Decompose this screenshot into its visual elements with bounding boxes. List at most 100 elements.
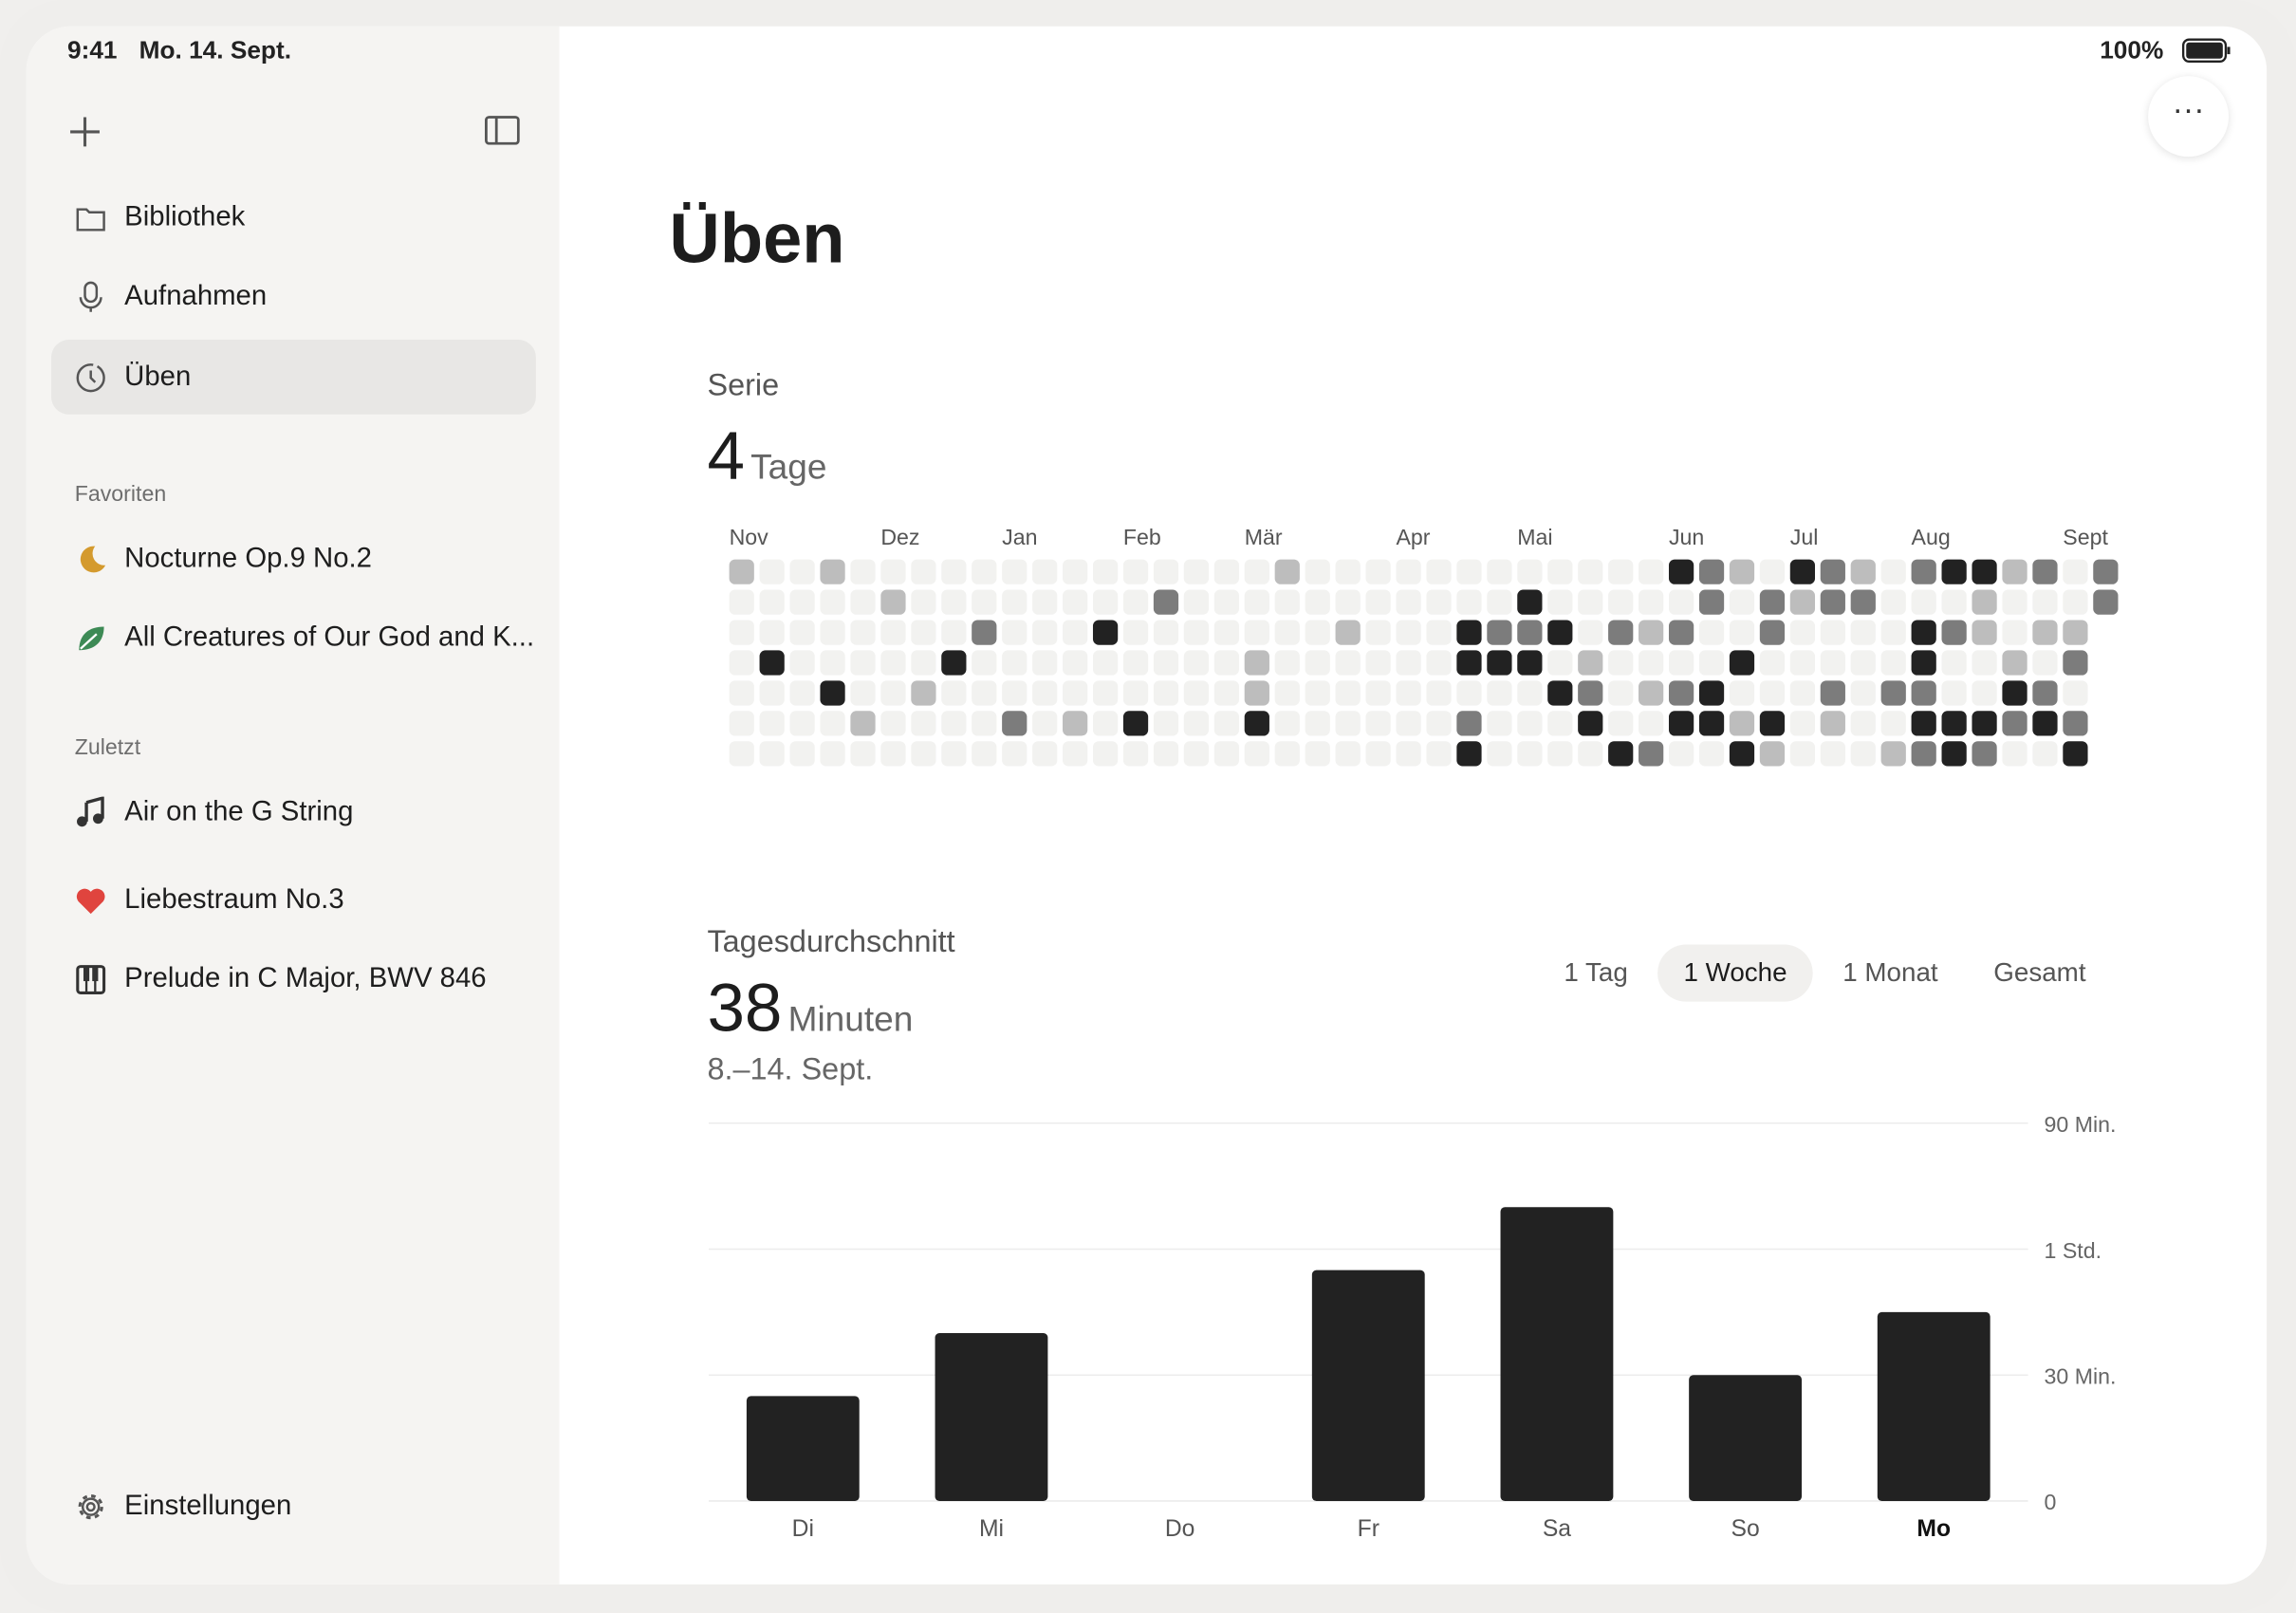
heat-cell <box>1426 559 1452 584</box>
heat-cell <box>1153 741 1179 767</box>
heat-cell <box>1274 589 1300 615</box>
heat-cell <box>1578 589 1603 615</box>
heat-cell <box>1335 711 1361 736</box>
heat-cell <box>1972 741 1997 767</box>
heat-cell <box>820 711 845 736</box>
heat-cell <box>820 680 845 706</box>
heat-cell <box>1880 650 1906 676</box>
heat-cell <box>1547 650 1573 676</box>
list-item[interactable]: Liebestraum No.3 <box>75 884 344 917</box>
heat-cell <box>941 589 967 615</box>
heat-cell <box>972 589 997 615</box>
heat-cell <box>1244 589 1269 615</box>
heat-cell <box>1487 559 1512 584</box>
bar <box>1689 1375 1803 1501</box>
heat-cell <box>820 559 845 584</box>
heat-cell <box>1698 680 1725 706</box>
heat-cell <box>972 620 997 645</box>
heat-cell <box>1396 650 1421 676</box>
segment[interactable]: 1 Monat <box>1842 957 1938 988</box>
heat-cell <box>1668 559 1694 584</box>
list-item[interactable]: Air on the G String <box>75 796 353 829</box>
heat-cell <box>1487 741 1512 767</box>
heat-cell <box>2032 741 2058 767</box>
heat-cell <box>1092 741 1119 767</box>
heat-cell <box>1880 711 1906 736</box>
heat-cell <box>1122 711 1149 736</box>
heat-cell <box>1032 559 1058 584</box>
nav-item[interactable]: Aufnahmen <box>51 259 536 334</box>
list-item[interactable]: Prelude in C Major, BWV 846 <box>75 964 487 996</box>
heat-cell <box>1850 559 1876 584</box>
nav-item[interactable]: Bibliothek <box>51 180 536 255</box>
heat-cell <box>1911 711 1936 736</box>
heat-cell <box>1578 559 1603 584</box>
heat-cell <box>1183 559 1210 584</box>
heat-cell <box>1305 589 1330 615</box>
heat-cell <box>789 650 815 676</box>
heat-cell <box>2002 711 2028 736</box>
heat-cell <box>2002 589 2028 615</box>
heat-cell <box>1608 680 1634 706</box>
heat-cell <box>820 650 845 676</box>
heat-cell <box>1305 680 1330 706</box>
segmented-control: 1 Tag 1 Woche 1 Monat Gesamt <box>1538 944 2113 1002</box>
heat-cell <box>1487 620 1512 645</box>
heat-cell <box>1759 650 1786 676</box>
heat-cell <box>1335 559 1361 584</box>
heat-cell <box>1911 650 1936 676</box>
heat-cell <box>759 650 785 676</box>
segment[interactable]: 1 Woche <box>1657 944 1814 1002</box>
heat-cell <box>1880 620 1906 645</box>
heat-cell <box>759 741 785 767</box>
heat-cell <box>1850 589 1876 615</box>
heat-cell <box>1698 650 1725 676</box>
heat-cell <box>1274 711 1300 736</box>
settings-item[interactable]: Einstellungen <box>75 1491 291 1523</box>
sidebar-toggle[interactable] <box>485 116 520 145</box>
heat-cell <box>1820 711 1845 736</box>
heat-cell <box>1002 741 1028 767</box>
heat-cell <box>1547 589 1573 615</box>
heat-cell <box>1032 650 1058 676</box>
segment[interactable]: 1 Tag <box>1564 957 1628 988</box>
heat-cell <box>1729 711 1755 736</box>
piano-icon <box>76 965 106 994</box>
heat-cell <box>729 711 754 736</box>
heat-cell <box>1335 680 1361 706</box>
average-unit: Minuten <box>787 1000 914 1040</box>
heat-cell <box>2032 650 2058 676</box>
item-label: Nocturne Op.9 No.2 <box>124 543 372 575</box>
heat-cell <box>1183 650 1210 676</box>
month-label: Feb <box>1123 525 1161 549</box>
x-tick-label: Mo <box>1916 1516 1951 1542</box>
heat-cell <box>1941 589 1967 615</box>
heat-cell <box>1972 589 1997 615</box>
heat-cell <box>1850 741 1876 767</box>
heat-cell <box>1274 559 1300 584</box>
more-button[interactable]: ··· <box>2148 76 2230 158</box>
heat-cell <box>1850 650 1876 676</box>
heat-cell <box>1244 741 1269 767</box>
heat-cell <box>1063 589 1088 615</box>
y-tick-label: 30 Min. <box>2045 1363 2117 1388</box>
heat-cell <box>1759 680 1786 706</box>
folder-icon <box>76 207 105 231</box>
heat-cell <box>1122 620 1149 645</box>
heat-cell <box>1396 711 1421 736</box>
add-button[interactable] <box>67 114 102 149</box>
page-title: Üben <box>669 200 845 279</box>
heat-cell <box>1880 589 1906 615</box>
list-item[interactable]: All Creatures of Our God and K... <box>75 622 534 655</box>
heat-cell <box>850 711 876 736</box>
heat-cell <box>1608 741 1634 767</box>
list-item[interactable]: Nocturne Op.9 No.2 <box>75 544 372 576</box>
heat-cell <box>1547 680 1573 706</box>
heat-cell <box>1729 650 1755 676</box>
month-label: Jan <box>1002 525 1037 549</box>
heat-cell <box>1153 559 1179 584</box>
heat-cell <box>1365 680 1391 706</box>
heat-cell <box>1941 559 1967 584</box>
segment[interactable]: Gesamt <box>1993 957 2086 988</box>
nav-item[interactable]: Üben <box>51 340 536 415</box>
